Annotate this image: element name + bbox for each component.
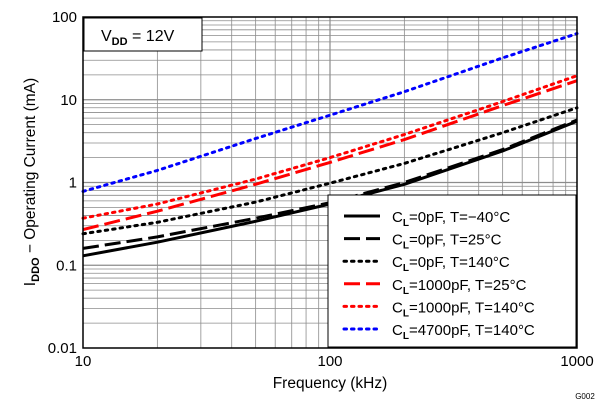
y-tick-label: 0.1 xyxy=(56,257,77,274)
y-label-main: I xyxy=(22,282,39,286)
legend-label-sub: L xyxy=(403,241,409,252)
legend-label-4: CL=1000pF, T=25°C xyxy=(392,277,527,297)
legend-label-main: C xyxy=(392,209,403,226)
legend-label-rest: =4700pF, T=140°C xyxy=(409,322,535,339)
y-tick-label: 100 xyxy=(52,9,77,26)
legend-label-main: C xyxy=(392,232,403,249)
legend-label-main: C xyxy=(392,254,403,271)
legend-box xyxy=(327,194,577,348)
y-tick-label: 1 xyxy=(69,175,77,192)
legend-label-rest: =0pF, T=−40°C xyxy=(409,209,510,226)
y-label-sub: DDO xyxy=(30,257,42,282)
y-tick-label: 0.01 xyxy=(48,340,77,357)
y-axis-label: IDDO − Operating Current (mA) xyxy=(22,78,42,286)
legend-label-sub: L xyxy=(403,308,409,319)
vdd-main: V xyxy=(101,28,112,45)
x-tick-label: 1000 xyxy=(560,353,593,370)
legend-label-sub: L xyxy=(403,286,409,297)
legend-label-2: CL=0pF, T=25°C xyxy=(392,232,502,252)
legend-label-5: CL=1000pF, T=140°C xyxy=(392,299,535,319)
y-label-rest: − Operating Current (mA) xyxy=(22,78,39,258)
plot-frame xyxy=(82,16,578,349)
series-line-5 xyxy=(81,74,579,220)
legend-label-rest: =1000pF, T=25°C xyxy=(409,277,527,294)
legend: CL=0pF, T=−40°CCL=0pF, T=25°CCL=0pF, T=1… xyxy=(327,194,577,348)
series-line-3 xyxy=(81,106,579,236)
x-axis-label: Frequency (kHz) xyxy=(273,375,388,392)
x-tick-label: 10 xyxy=(75,353,92,370)
series-line-4 xyxy=(82,79,578,232)
series-line-6 xyxy=(81,32,579,193)
legend-label-sub: L xyxy=(403,331,409,342)
legend-label-rest: =1000pF, T=140°C xyxy=(409,299,535,316)
legend-label-1: CL=0pF, T=−40°C xyxy=(392,209,510,229)
figure-id: G002 xyxy=(575,392,595,401)
legend-label-rest: =0pF, T=25°C xyxy=(409,232,502,249)
vdd-sub: DD xyxy=(112,36,128,48)
legend-label-sub: L xyxy=(403,263,409,274)
x-tick-label: 100 xyxy=(317,353,342,370)
legend-label-main: C xyxy=(392,277,403,294)
legend-label-sub: L xyxy=(403,218,409,229)
tick-labels: 10 100 1000 0.01 0.1 1 10 100 xyxy=(48,9,594,370)
vdd-annotation-box xyxy=(83,17,203,52)
vdd-annotation: VDD = 12V xyxy=(83,17,203,52)
vdd-rest: = 12V xyxy=(128,28,175,45)
y-tick-label: 10 xyxy=(60,92,77,109)
legend-label-3: CL=0pF, T=140°C xyxy=(392,254,510,274)
legend-label-6: CL=4700pF, T=140°C xyxy=(392,322,535,342)
legend-label-main: C xyxy=(392,299,403,316)
legend-label-rest: =0pF, T=140°C xyxy=(409,254,510,271)
vdd-annotation-text: VDD = 12V xyxy=(101,28,175,48)
legend-label-main: C xyxy=(392,322,403,339)
